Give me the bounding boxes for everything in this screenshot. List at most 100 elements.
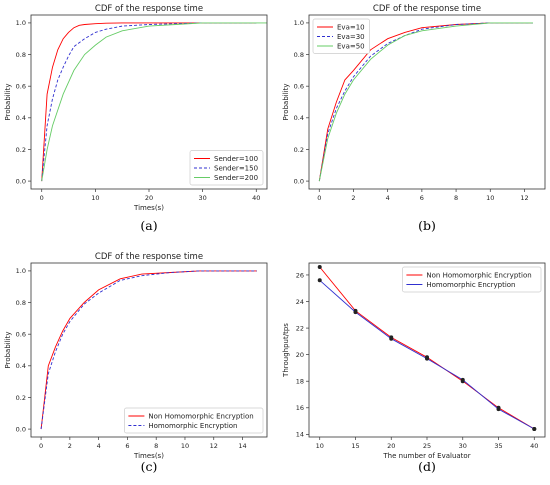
series-line-1	[40, 270, 257, 430]
x-tick-label: 10	[181, 442, 189, 450]
y-tick-label: 1.0	[16, 267, 26, 275]
x-axis-label: The number of Evaluator	[382, 452, 470, 460]
y-tick-label: 20	[296, 351, 304, 359]
x-tick-label: 20	[387, 442, 395, 450]
series-line-1	[319, 279, 535, 430]
series-line-1	[41, 22, 257, 182]
x-tick-label: 10	[486, 194, 494, 202]
y-tick-label: 0.8	[16, 299, 26, 307]
x-axis-label: Times(s)	[133, 204, 164, 212]
x-tick-label: 0	[317, 194, 321, 202]
y-tick-label: 1.0	[294, 19, 304, 27]
x-tick-label: 2	[351, 194, 355, 202]
x-tick-label: 35	[494, 442, 502, 450]
chart-panel-1: CDF of the response time 0 2 4 6 8 10 12 0.0 0.2 0…	[282, 4, 546, 233]
series-line-0	[41, 22, 257, 182]
x-tick-label: 40	[530, 442, 538, 450]
y-tick-label: 0.0	[16, 177, 26, 185]
y-tick-label: 0.4	[16, 114, 26, 122]
chart-panel-2: CDF of the response time 0 2 4 6 8 10 12 14 0.0 0.…	[4, 252, 268, 474]
series-line-2	[318, 22, 533, 182]
plot-frame	[30, 262, 268, 438]
y-tick-label: 0.2	[16, 146, 26, 154]
x-tick-label: 0	[40, 194, 44, 202]
data-point	[317, 278, 322, 283]
y-tick-label: 0.6	[16, 82, 26, 90]
legend-entry: Homomorphic Encryption	[426, 281, 515, 289]
data-point	[460, 377, 465, 382]
y-tick-label: 26	[296, 271, 304, 279]
y-tick-label: 0.2	[16, 394, 26, 402]
y-tick-label: 18	[296, 378, 304, 386]
y-tick-label: 14	[296, 431, 304, 439]
x-tick-label: 8	[154, 442, 158, 450]
y-tick-label: 0.8	[16, 51, 26, 59]
y-tick-label: 0.2	[294, 146, 304, 154]
y-tick-label: 0.6	[16, 330, 26, 338]
chart-title: CDF of the response time	[95, 252, 203, 262]
x-tick-label: 40	[252, 194, 260, 202]
plot-frame	[308, 14, 546, 190]
x-tick-label: 4	[386, 194, 390, 202]
series-line-1	[318, 22, 533, 182]
x-tick-label: 2	[68, 442, 72, 450]
series-line-2	[41, 22, 267, 182]
x-tick-label: 10	[91, 194, 99, 202]
x-tick-label: 25	[423, 442, 431, 450]
x-tick-label: 6	[420, 194, 424, 202]
legend-entry: Homomorphic Encryption	[148, 422, 237, 430]
data-point	[389, 336, 394, 341]
panel-caption: (b)	[418, 218, 436, 233]
y-axis-label: Probability	[282, 83, 290, 120]
y-axis-label: Probability	[4, 83, 12, 120]
data-point	[532, 427, 537, 432]
x-tick-label: 30	[459, 442, 467, 450]
x-tick-label: 30	[198, 194, 206, 202]
chart-title: CDF of the response time	[373, 4, 481, 14]
legend-box	[189, 150, 264, 186]
data-point	[496, 407, 501, 412]
y-tick-label: 0.4	[16, 362, 26, 370]
y-tick-label: 22	[296, 324, 304, 332]
x-tick-label: 12	[520, 194, 528, 202]
data-point	[353, 310, 358, 315]
panel-caption: (a)	[140, 218, 157, 233]
series-line-0	[40, 270, 257, 430]
x-tick-label: 14	[238, 442, 246, 450]
y-tick-label: 0.0	[16, 425, 26, 433]
x-tick-label: 4	[97, 442, 101, 450]
panel-caption: (c)	[141, 459, 158, 474]
x-tick-label: 8	[454, 194, 458, 202]
chart-title: CDF of the response time	[95, 4, 203, 14]
data-point	[317, 264, 322, 269]
legend-entry: Sender=150	[214, 165, 258, 173]
legend-entry: Non Homomorphic Encryption	[426, 272, 531, 280]
y-axis-label: Throughput/tps	[282, 323, 290, 378]
x-tick-label: 10	[316, 442, 324, 450]
y-tick-label: 24	[296, 298, 304, 306]
y-tick-label: 0.8	[294, 51, 304, 59]
x-tick-label: 20	[145, 194, 153, 202]
chart-panel-0: CDF of the response time 0 10 20 30 40 0.0 0.2 0…	[4, 4, 268, 233]
x-tick-label: 6	[125, 442, 129, 450]
y-tick-label: 0.0	[294, 177, 304, 185]
data-point	[425, 356, 429, 361]
x-axis-label: Times(s)	[133, 452, 164, 460]
y-tick-label: 16	[296, 404, 304, 412]
chart-panel-3: 10 15 20 25 30 35 40 14 16 18 20 22 24 26 The number o…	[282, 262, 546, 474]
legend-entry: Non Homomorphic Encryption	[148, 413, 253, 421]
x-tick-label: 12	[210, 442, 218, 450]
legend-entry: Sender=200	[214, 174, 258, 182]
plot-frame	[30, 14, 268, 190]
y-tick-label: 1.0	[16, 19, 26, 27]
panel-caption: (d)	[418, 459, 436, 474]
legend-box	[312, 18, 370, 54]
legend-entry: Eva=50	[337, 43, 365, 51]
legend-box	[124, 407, 264, 434]
plot-frame	[308, 262, 546, 438]
